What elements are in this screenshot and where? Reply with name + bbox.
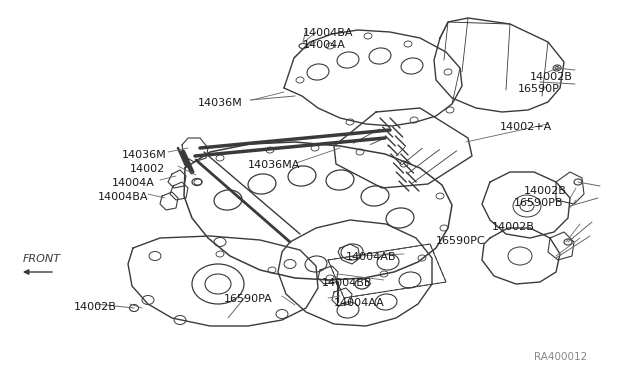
Text: 14004BA: 14004BA bbox=[98, 192, 148, 202]
Text: 14004AB: 14004AB bbox=[346, 252, 397, 262]
Text: 14002B: 14002B bbox=[530, 72, 573, 82]
Text: RA400012: RA400012 bbox=[534, 352, 588, 362]
Text: 14036MA: 14036MA bbox=[248, 160, 300, 170]
Text: 14004AA: 14004AA bbox=[334, 298, 385, 308]
Text: FRONT: FRONT bbox=[23, 254, 61, 264]
Text: 16590PC: 16590PC bbox=[436, 236, 486, 246]
Text: 16590P: 16590P bbox=[518, 84, 560, 94]
Text: 14002+A: 14002+A bbox=[500, 122, 552, 132]
Text: 14002B: 14002B bbox=[492, 222, 535, 232]
Text: 14004BB: 14004BB bbox=[322, 278, 372, 288]
Text: 14004A: 14004A bbox=[112, 178, 155, 188]
Text: 14036M: 14036M bbox=[198, 98, 243, 108]
Text: 14002B: 14002B bbox=[524, 186, 567, 196]
Text: 16590PB: 16590PB bbox=[514, 198, 563, 208]
Text: 16590PA: 16590PA bbox=[224, 294, 273, 304]
Text: 14002: 14002 bbox=[130, 164, 165, 174]
Text: 14036M: 14036M bbox=[122, 150, 167, 160]
Text: 14002B: 14002B bbox=[74, 302, 117, 312]
Text: 14004BA: 14004BA bbox=[303, 28, 353, 38]
Text: 14004A: 14004A bbox=[303, 40, 346, 50]
